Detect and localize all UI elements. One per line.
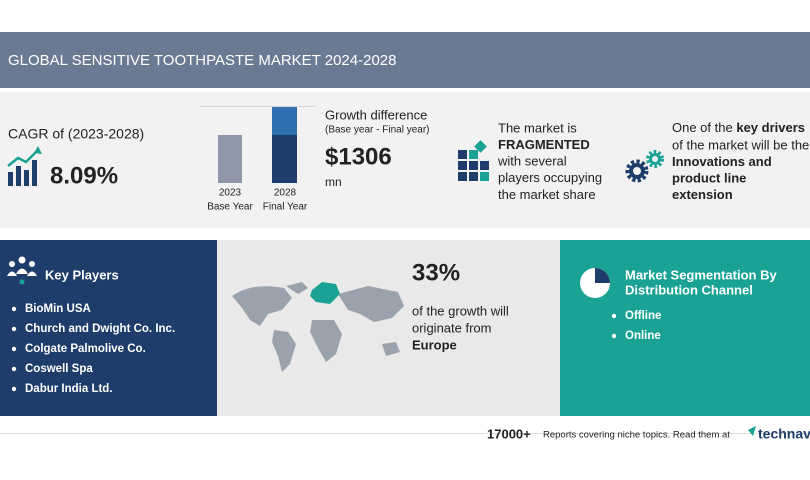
bar-illustration <box>200 106 315 183</box>
bullet <box>11 306 17 312</box>
drivers-intro-bold: key drivers <box>736 120 805 135</box>
driver-line: extension <box>672 187 733 202</box>
growth-value: $1306 <box>325 143 392 170</box>
key-player: Dabur India Ltd. <box>25 383 113 395</box>
bullet <box>611 313 617 319</box>
base-year-label: Base Year <box>207 202 253 213</box>
base-year: 2023 <box>219 188 242 199</box>
drivers-intro: One of the key drivers <box>672 120 805 135</box>
summary-band <box>0 92 810 228</box>
market-line: FRAGMENTED <box>498 137 590 152</box>
brand-icon <box>748 426 756 436</box>
region-line: originate from <box>412 320 491 335</box>
segmentation-panel <box>560 240 810 416</box>
market-line: the market share <box>498 187 596 202</box>
growth-icon <box>7 146 42 186</box>
footer-count: 17000+ <box>487 426 531 441</box>
key-player: BioMin USA <box>25 303 91 315</box>
drivers-intro-text: One of the <box>672 120 733 135</box>
footer-rule <box>0 433 810 434</box>
driver-line: of the market will be the <box>672 137 809 152</box>
final-year: 2028 <box>274 188 297 199</box>
key-players-panel <box>0 240 217 416</box>
gears-icon <box>625 150 664 183</box>
bullet <box>611 333 617 339</box>
growth-label: Growth difference <box>325 107 427 122</box>
growth-sublabel: (Base year - Final year) <box>325 125 429 136</box>
cagr-value: 8.09% <box>50 162 118 189</box>
market-line: players occupying <box>498 170 602 185</box>
market-line: with several <box>497 154 567 169</box>
cagr-label: CAGR of (2023-2028) <box>8 126 144 142</box>
growth-unit: mn <box>325 175 342 189</box>
pie-icon <box>580 268 610 298</box>
segmentation-title: Distribution Channel <box>625 282 753 297</box>
driver-line: Innovations and <box>672 154 772 169</box>
fragmented-icon <box>458 140 489 181</box>
world-map <box>232 282 404 372</box>
key-player: Colgate Palmolive Co. <box>25 343 146 355</box>
bullet <box>11 366 17 372</box>
footer-text: Reports covering niche topics. Read them… <box>543 430 730 441</box>
market-line: The market is <box>498 120 577 135</box>
footer-brand: technavio <box>758 426 810 442</box>
segment: Online <box>625 330 661 342</box>
region-panel <box>217 240 560 416</box>
title: GLOBAL SENSITIVE TOOTHPASTE MARKET 2024-… <box>8 52 396 69</box>
segment: Offline <box>625 310 661 322</box>
bullet <box>11 346 17 352</box>
region-share: 33% <box>412 259 460 286</box>
region-line: of the growth will <box>412 303 509 318</box>
players-icon <box>7 256 37 285</box>
bullet <box>11 326 17 332</box>
segmentation-title: Market Segmentation By <box>625 267 777 282</box>
key-player: Church and Dwight Co. Inc. <box>25 323 175 335</box>
key-players-title: Key Players <box>45 267 119 282</box>
region-name: Europe <box>412 337 457 352</box>
bullet <box>11 386 17 392</box>
final-year-label: Final Year <box>263 202 308 213</box>
key-player: Coswell Spa <box>25 363 93 375</box>
driver-line: product line <box>672 171 746 186</box>
header-bar <box>0 32 810 88</box>
